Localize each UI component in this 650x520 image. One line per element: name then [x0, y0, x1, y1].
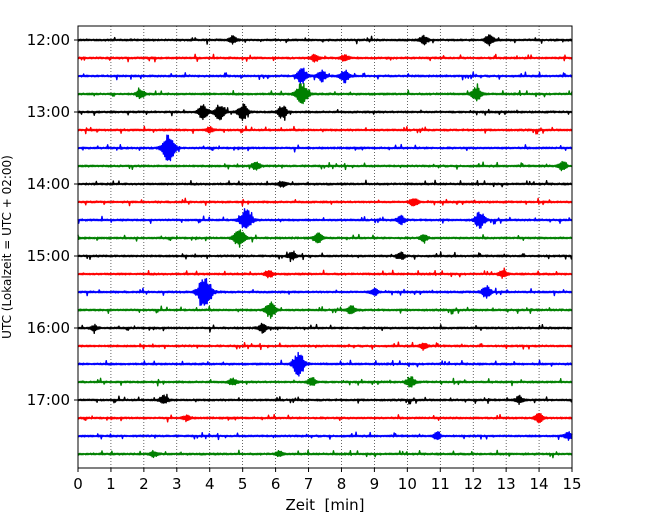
trace-1530	[77, 277, 573, 307]
y-tick-label: 13:00	[27, 103, 70, 121]
x-tick-label: 14	[530, 475, 549, 493]
y-tick-label: 12:00	[27, 31, 70, 49]
plot-background	[78, 26, 572, 468]
trace-1700	[77, 393, 573, 406]
trace-1400	[77, 179, 573, 188]
trace-1500	[77, 250, 573, 263]
x-tick-label: 9	[370, 475, 380, 493]
trace-1415	[77, 197, 573, 207]
x-tick-label: 6	[271, 475, 281, 493]
x-tick-label: 4	[205, 475, 215, 493]
trace-1745	[77, 449, 573, 459]
x-tick-label: 8	[337, 475, 347, 493]
trace-1200	[77, 34, 573, 47]
trace-1345	[77, 160, 573, 172]
x-tick-label: 0	[73, 475, 83, 493]
trace-1300	[77, 103, 573, 121]
x-tick-label: 3	[172, 475, 182, 493]
x-axis-ticks: 0 1 2 3 4 5 6 7 8 9 10 11 12 13 14 15	[73, 468, 582, 493]
x-tick-label: 7	[304, 475, 314, 493]
x-tick-label: 5	[238, 475, 248, 493]
x-tick-label: 2	[139, 475, 149, 493]
x-tick-label: 10	[398, 475, 417, 493]
trace-1430	[77, 208, 573, 229]
x-tick-label: 15	[562, 475, 581, 493]
trace-1245	[77, 83, 573, 105]
plot-frame	[77, 25, 573, 469]
x-tick-label: 12	[464, 475, 483, 493]
y-axis-label: UTC (Lokalzeit = UTC + 02:00)	[0, 155, 14, 339]
x-tick-label: 1	[106, 475, 116, 493]
y-tick-label: 15:00	[27, 247, 70, 265]
seismogram-traces	[77, 34, 573, 459]
x-tick-label: 13	[497, 475, 516, 493]
y-tick-label: 16:00	[27, 319, 70, 337]
trace-1630	[77, 351, 573, 377]
trace-1600	[77, 322, 573, 334]
y-tick-label: 17:00	[27, 391, 70, 409]
trace-1230	[77, 67, 573, 85]
trace-1315	[77, 125, 573, 135]
trace-1515	[77, 267, 573, 279]
trace-1645	[77, 376, 573, 388]
trace-1215	[77, 53, 573, 63]
y-axis-ticks: 12:00 13:00 14:00 15:00 16:00 17:00	[27, 31, 78, 409]
trace-1330	[77, 134, 573, 162]
trace-1730	[77, 431, 573, 441]
y-tick-label: 14:00	[27, 175, 70, 193]
trace-1615	[77, 341, 573, 351]
trace-1445	[77, 229, 573, 248]
trace-1545	[77, 301, 573, 319]
x-axis-label: Zeit [min]	[285, 496, 364, 514]
x-tick-label: 11	[431, 475, 450, 493]
trace-1715	[77, 412, 573, 424]
